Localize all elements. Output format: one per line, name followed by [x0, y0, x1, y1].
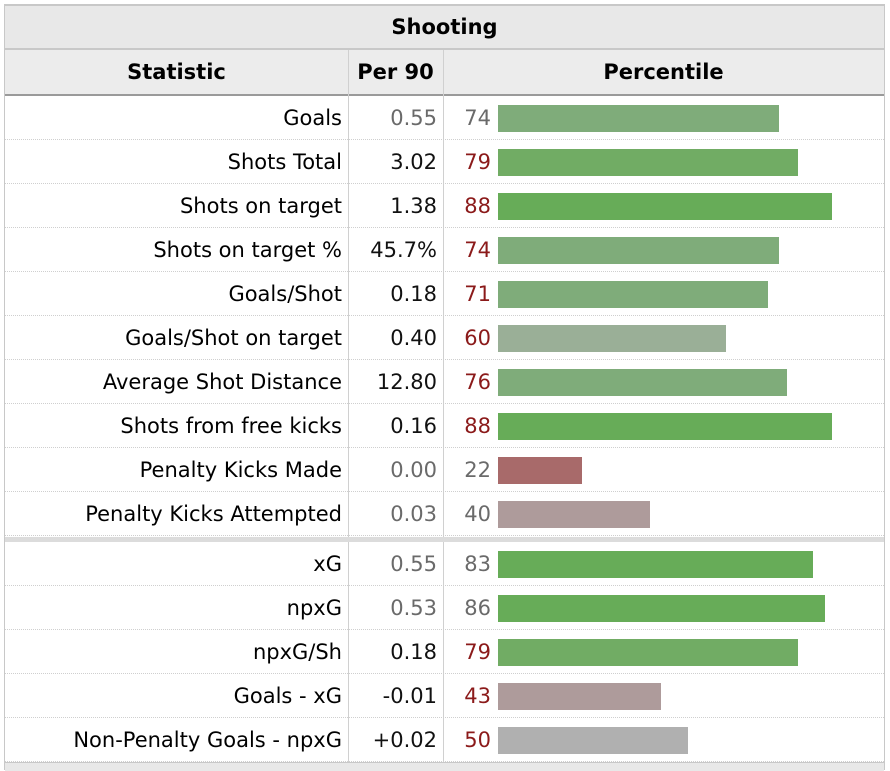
- section-title: Shooting: [5, 6, 884, 50]
- percentile-bar: [498, 105, 779, 132]
- per90-value: 0.18: [390, 282, 437, 306]
- percentile-value: 88: [464, 414, 491, 438]
- stat-label[interactable]: Shots on target: [179, 194, 342, 218]
- percentile-bar: [498, 727, 688, 754]
- per90-value: +0.02: [372, 728, 437, 752]
- table-row: Penalty Kicks Attempted 0.03 40: [5, 492, 884, 536]
- per90-value: 3.02: [390, 150, 437, 174]
- table-frame: [4, 4, 885, 770]
- percentile-value: 50: [464, 728, 491, 752]
- stat-label[interactable]: Shots Total: [227, 150, 342, 174]
- percentile-value: 60: [464, 326, 491, 350]
- per90-value: 0.55: [390, 552, 437, 576]
- table-row: Goals/Shot on target 0.40 60: [5, 316, 884, 360]
- percentile-bar: [498, 413, 832, 440]
- stat-label[interactable]: Goals/Shot on target: [125, 326, 342, 350]
- table-row: npxG/Sh 0.18 79: [5, 630, 884, 674]
- percentile-value: 83: [464, 552, 491, 576]
- per90-value: 45.7%: [370, 238, 437, 262]
- table-row: xG 0.55 83: [5, 542, 884, 586]
- per90-value: 0.53: [390, 596, 437, 620]
- percentile-value: 79: [464, 150, 491, 174]
- percentile-bar: [498, 325, 726, 352]
- percentile-bar: [498, 193, 832, 220]
- stat-label[interactable]: Goals: [283, 106, 342, 130]
- table-top-border: [4, 4, 885, 6]
- percentile-value: 74: [464, 238, 491, 262]
- table-row: Shots from free kicks 0.16 88: [5, 404, 884, 448]
- table-row: Goals - xG -0.01 43: [5, 674, 884, 718]
- per90-value: 1.38: [390, 194, 437, 218]
- stat-label[interactable]: Goals/Shot: [228, 282, 342, 306]
- stat-label[interactable]: npxG/Sh: [252, 640, 342, 664]
- table-row: Penalty Kicks Made 0.00 22: [5, 448, 884, 492]
- column-header-percentile[interactable]: Percentile: [603, 60, 724, 84]
- percentile-bar: [498, 281, 768, 308]
- table-row: Average Shot Distance 12.80 76: [5, 360, 884, 404]
- percentile-bar: [498, 551, 813, 578]
- table-row: Shots on target % 45.7% 74: [5, 228, 884, 272]
- stat-label[interactable]: npxG: [286, 596, 342, 620]
- percentile-value: 40: [464, 502, 491, 526]
- percentile-value: 71: [464, 282, 491, 306]
- table-header: Statistic Per 90 Percentile: [5, 50, 884, 96]
- stat-label[interactable]: Penalty Kicks Made: [139, 458, 342, 482]
- per90-value: -0.01: [382, 684, 437, 708]
- column-divider: [443, 50, 444, 762]
- percentile-value: 76: [464, 370, 491, 394]
- percentile-value: 88: [464, 194, 491, 218]
- per90-value: 0.00: [390, 458, 437, 482]
- percentile-value: 86: [464, 596, 491, 620]
- stat-label[interactable]: Shots on target %: [153, 238, 342, 262]
- table-row: Goals/Shot 0.18 71: [5, 272, 884, 316]
- per90-value: 0.40: [390, 326, 437, 350]
- per90-value: 0.16: [390, 414, 437, 438]
- percentile-bar: [498, 149, 798, 176]
- percentile-bar: [498, 595, 825, 622]
- stat-label[interactable]: Shots from free kicks: [120, 414, 342, 438]
- table-row: Shots Total 3.02 79: [5, 140, 884, 184]
- percentile-value: 22: [464, 458, 491, 482]
- per90-value: 0.03: [390, 502, 437, 526]
- table-row: Shots on target 1.38 88: [5, 184, 884, 228]
- table-row: Non-Penalty Goals - npxG +0.02 50: [5, 718, 884, 762]
- per90-value: 12.80: [376, 370, 437, 394]
- table-bottom-border: [5, 762, 884, 771]
- percentile-bar: [498, 457, 582, 484]
- table-row: npxG 0.53 86: [5, 586, 884, 630]
- stat-label[interactable]: xG: [313, 552, 342, 576]
- percentile-bar: [498, 683, 661, 710]
- per90-value: 0.55: [390, 106, 437, 130]
- stat-label[interactable]: Non-Penalty Goals - npxG: [73, 728, 342, 752]
- column-header-statistic[interactable]: Statistic: [127, 60, 226, 84]
- percentile-bar: [498, 237, 779, 264]
- column-header-per90[interactable]: Per 90: [357, 60, 434, 84]
- group-separator: [5, 537, 884, 542]
- percentile-value: 43: [464, 684, 491, 708]
- percentile-value: 79: [464, 640, 491, 664]
- percentile-bar: [498, 369, 787, 396]
- table-row: Goals 0.55 74: [5, 96, 884, 140]
- per90-value: 0.18: [390, 640, 437, 664]
- stat-label[interactable]: Goals - xG: [233, 684, 342, 708]
- stat-label[interactable]: Penalty Kicks Attempted: [85, 502, 342, 526]
- percentile-bar: [498, 639, 798, 666]
- stat-label[interactable]: Average Shot Distance: [102, 370, 342, 394]
- percentile-bar: [498, 501, 650, 528]
- column-divider: [348, 50, 349, 762]
- percentile-value: 74: [464, 106, 491, 130]
